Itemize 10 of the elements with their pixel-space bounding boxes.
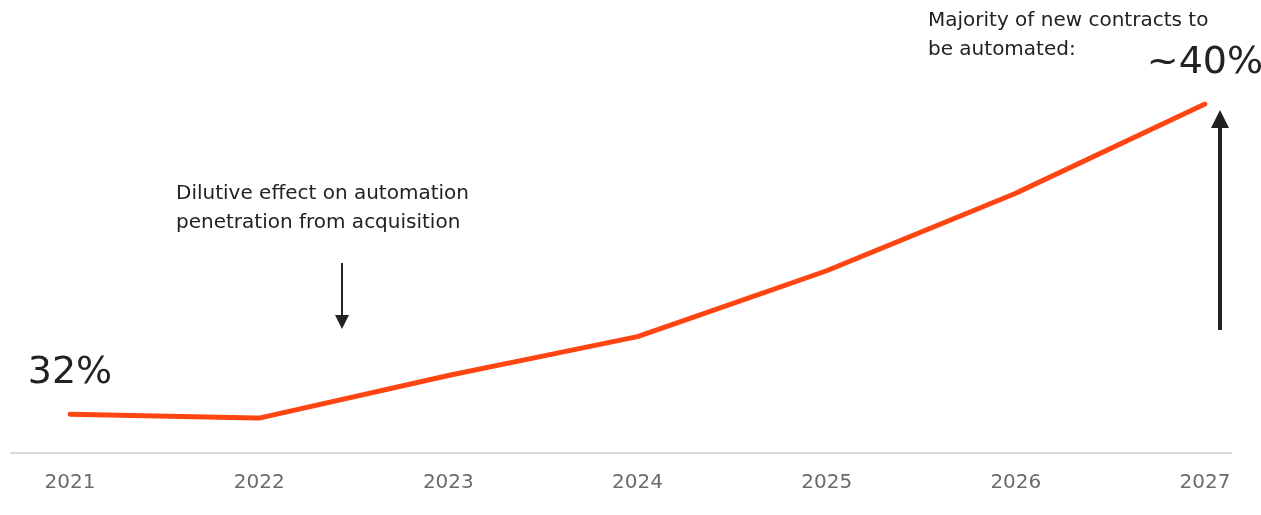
x-tick-label: 2025: [801, 469, 853, 494]
x-tick-label: 2027: [1179, 469, 1231, 494]
annotation: Dilutive effect on automation penetration from acquisition: [176, 179, 470, 235]
x-tick-label: 2022: [233, 469, 285, 494]
x-tick-label: 2026: [990, 469, 1042, 494]
x-tick-label: 2021: [44, 469, 96, 494]
data-label: 32%: [27, 348, 113, 393]
x-tick-label: 2024: [612, 469, 663, 494]
data-label: ~40%: [1146, 37, 1261, 82]
x-tick-label: 2023: [422, 469, 474, 494]
